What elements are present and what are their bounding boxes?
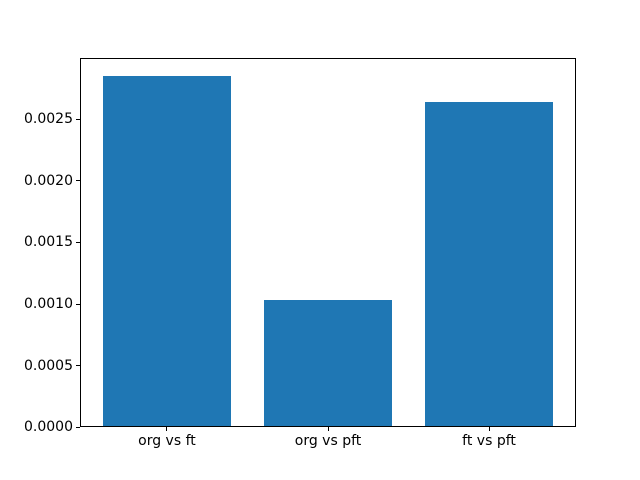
y-tick-mark <box>76 365 80 367</box>
y-tick-label: 0.0025 <box>24 111 73 128</box>
y-tick-label: 0.0020 <box>24 172 73 189</box>
y-tick-mark <box>76 118 80 120</box>
y-tick-mark <box>76 303 80 305</box>
x-tick-mark <box>327 427 329 432</box>
x-tick-label: org vs ft <box>138 433 196 450</box>
y-tick-mark <box>76 180 80 182</box>
x-tick-mark <box>166 427 168 432</box>
y-tick-mark <box>76 241 80 243</box>
bar-0 <box>102 76 232 428</box>
bar-1 <box>263 300 393 428</box>
y-tick-label: 0.0015 <box>24 234 73 251</box>
x-tick-mark <box>488 427 490 432</box>
y-tick-mark <box>76 426 80 428</box>
y-tick-label: 0.0005 <box>24 357 73 374</box>
bar-2 <box>424 101 554 428</box>
y-tick-label: 0.0000 <box>24 419 73 436</box>
y-tick-label: 0.0010 <box>24 296 73 312</box>
x-tick-label: ft vs pft <box>462 433 516 450</box>
x-tick-label: org vs pft <box>294 433 362 450</box>
